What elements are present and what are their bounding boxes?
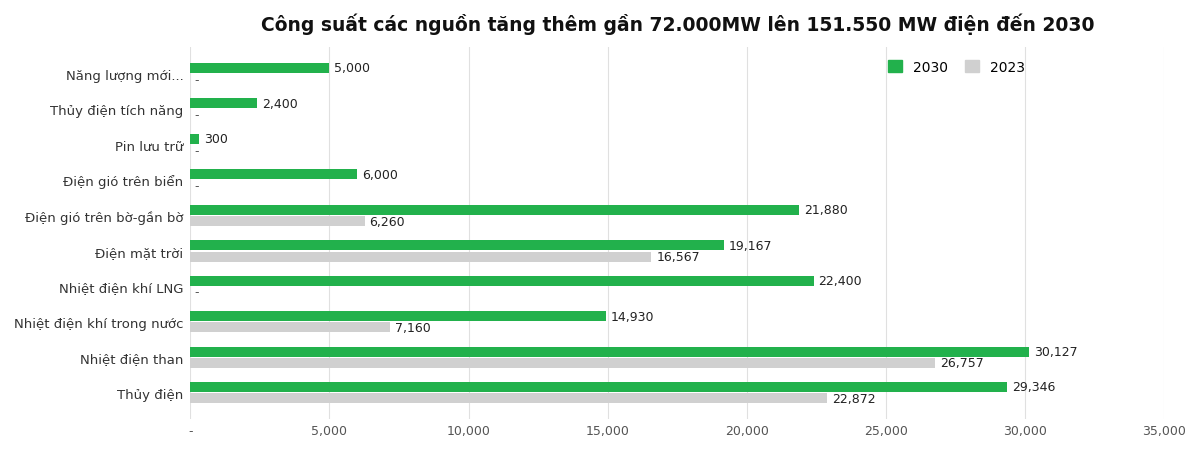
Title: Công suất các nguồn tăng thêm gần 72.000MW lên 151.550 MW điện đến 2030: Công suất các nguồn tăng thêm gần 72.000… — [260, 14, 1094, 35]
Text: 14,930: 14,930 — [611, 310, 654, 323]
Bar — [191, 252, 652, 262]
Bar — [191, 394, 827, 403]
Bar — [191, 347, 1028, 357]
Text: -: - — [194, 74, 199, 87]
Text: 21,880: 21,880 — [804, 204, 848, 217]
Bar — [191, 382, 1007, 392]
Text: 5,000: 5,000 — [335, 62, 371, 75]
Text: 6,000: 6,000 — [362, 168, 398, 181]
Text: -: - — [194, 109, 199, 122]
Text: 6,260: 6,260 — [370, 215, 406, 228]
Bar — [191, 241, 724, 251]
Bar — [191, 276, 814, 286]
Text: 29,346: 29,346 — [1012, 381, 1055, 394]
Bar — [191, 323, 390, 333]
Text: 19,167: 19,167 — [728, 239, 772, 252]
Text: 22,872: 22,872 — [832, 392, 875, 405]
Text: 26,757: 26,757 — [940, 357, 984, 369]
Text: -: - — [194, 286, 199, 299]
Bar — [191, 99, 257, 109]
Bar — [191, 64, 330, 74]
Text: -: - — [194, 144, 199, 157]
Text: 30,127: 30,127 — [1033, 345, 1078, 358]
Text: 16,567: 16,567 — [656, 250, 700, 263]
Text: 22,400: 22,400 — [818, 275, 863, 288]
Bar — [191, 170, 358, 180]
Bar — [191, 205, 799, 215]
Text: 300: 300 — [204, 133, 228, 146]
Bar — [191, 312, 606, 322]
Bar — [191, 134, 199, 144]
Bar — [191, 358, 935, 368]
Text: 7,160: 7,160 — [395, 321, 431, 334]
Text: 2,400: 2,400 — [262, 98, 298, 110]
Text: -: - — [194, 180, 199, 193]
Bar — [191, 216, 365, 226]
Legend: 2030, 2023: 2030, 2023 — [883, 55, 1031, 80]
